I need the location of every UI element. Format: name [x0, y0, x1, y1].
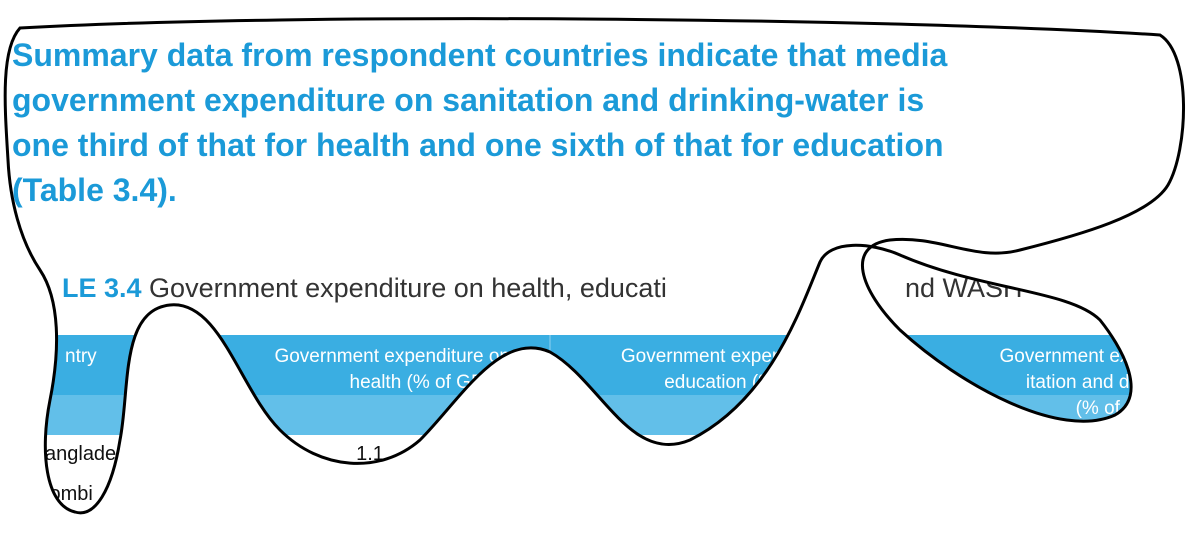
- table-header: education (% of GD: [664, 372, 830, 393]
- table-cell: anglade: [45, 443, 116, 465]
- table-header: health (% of GDP)¹: [350, 372, 511, 393]
- heading-line: government expenditure on sanitation and…: [12, 82, 924, 118]
- table-caption: LE 3.4 Government expenditure on health,…: [62, 273, 667, 303]
- table-cell: 1.1: [356, 443, 384, 465]
- table-cell: 2.4: [676, 443, 704, 465]
- heading-line: (Table 3.4).: [12, 172, 177, 208]
- table-header: itation and dri: [1026, 372, 1140, 393]
- caption-part: LE 3.4: [62, 273, 142, 303]
- table-header-subband: [5, 395, 1184, 435]
- table-header: Government exp: [1000, 346, 1140, 367]
- table-header: ntry: [65, 346, 97, 367]
- table-header: Government expenditure on: [274, 346, 510, 367]
- caption-part: Government expenditure on health, educat…: [142, 273, 667, 303]
- heading-line: one third of that for health and one six…: [12, 127, 944, 163]
- table-header: (% of G: [1076, 398, 1140, 419]
- heading-line: Summary data from respondent countries i…: [12, 37, 948, 73]
- table-header: Government expenditure: [621, 346, 830, 367]
- blob-content: Summary data from respondent countries i…: [5, 37, 1184, 505]
